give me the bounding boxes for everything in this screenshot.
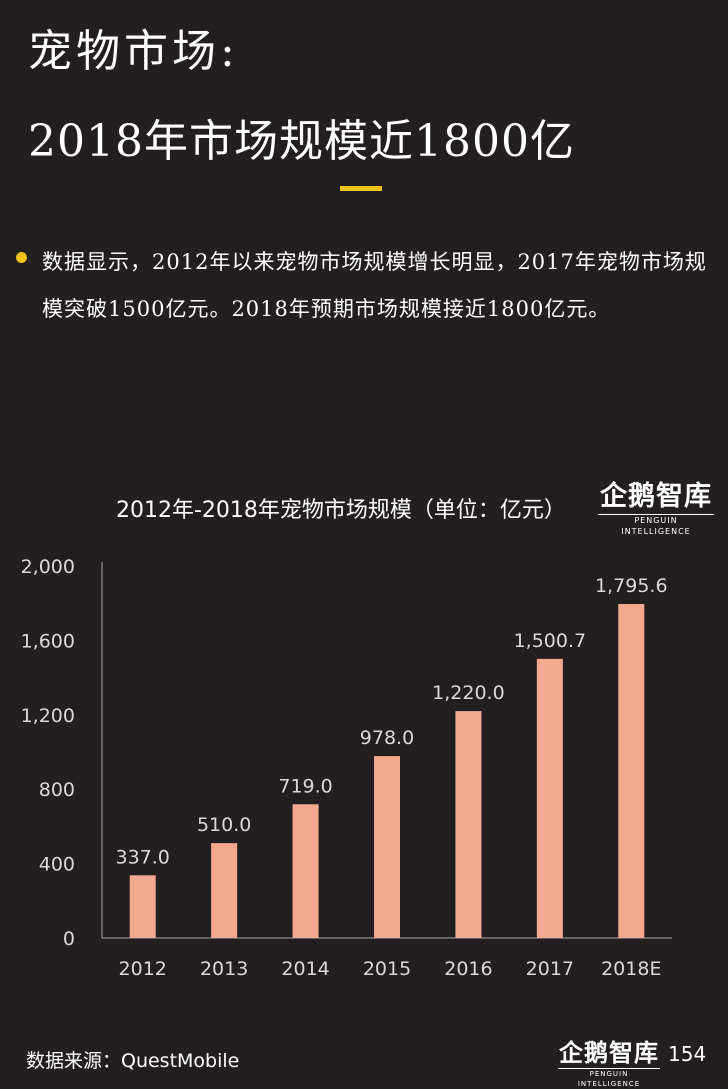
title-accent-bar (340, 186, 382, 191)
x-tick-label: 2018E (601, 958, 661, 980)
y-tick-label: 0 (63, 928, 75, 950)
data-source: 数据来源：QuestMobile (26, 1050, 240, 1072)
x-tick-label: 2012 (119, 958, 167, 980)
x-tick-label: 2017 (526, 958, 574, 980)
data-label: 978.0 (360, 727, 414, 749)
page-title-line2: 2018年市场规模近1800亿 (28, 116, 575, 167)
footer-brand-logo: 企鹅智库 PENGUIN INTELLIGENCE (558, 1040, 660, 1089)
footer-brand-logo-subtitle: PENGUIN INTELLIGENCE (558, 1068, 660, 1089)
data-label: 1,220.0 (432, 682, 505, 704)
data-label: 1,500.7 (514, 630, 587, 652)
y-tick-label: 2,000 (21, 556, 75, 578)
bullet-dot-icon (16, 252, 27, 263)
bar-2014 (292, 804, 319, 938)
brand-logo-subtitle: PENGUIN INTELLIGENCE (598, 514, 714, 537)
bar-2013 (211, 843, 238, 938)
bar-chart: 0 400 800 1,200 1,600 2,000 337.0 2012 510.0 2013… (21, 556, 672, 980)
x-tick-label: 2014 (281, 958, 329, 980)
x-tick-label: 2013 (200, 958, 248, 980)
x-tick-label: 2015 (363, 958, 411, 980)
footer-brand-logo-name: 企鹅智库 (559, 1039, 659, 1067)
y-tick-label: 400 (39, 854, 75, 876)
data-label: 1,795.6 (595, 575, 668, 597)
chart-title: 2012年-2018年宠物市场规模（单位：亿元） (116, 498, 566, 523)
page-title-line1: 宠物市场: (28, 26, 239, 77)
bar-2018E (618, 604, 645, 938)
y-tick-label: 1,200 (21, 705, 75, 727)
y-tick-label: 1,600 (21, 630, 75, 652)
page-number: 154 (668, 1042, 707, 1066)
bar-2016 (455, 711, 482, 938)
summary-text: 数据显示，2012年以来宠物市场规模增长明显，2017年宠物市场规模突破1500… (42, 250, 707, 321)
y-tick-label: 800 (39, 779, 75, 801)
data-label: 510.0 (197, 814, 251, 836)
data-label: 337.0 (116, 846, 170, 868)
x-tick-label: 2016 (444, 958, 492, 980)
brand-logo: 企鹅智库 PENGUIN INTELLIGENCE (598, 482, 714, 537)
bar-2012 (129, 875, 156, 938)
brand-logo-name: 企鹅智库 (600, 481, 712, 512)
data-label: 719.0 (278, 775, 332, 797)
bar-2015 (374, 756, 400, 938)
bar-2017 (536, 658, 563, 938)
